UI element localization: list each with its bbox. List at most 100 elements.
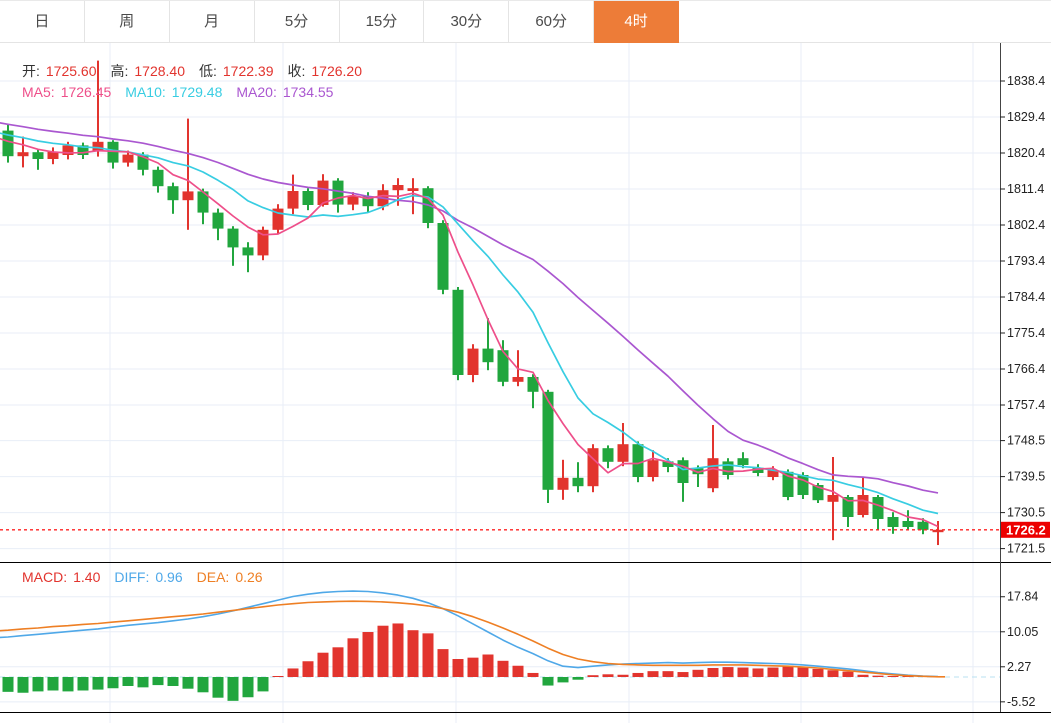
macd-bar — [347, 638, 359, 677]
macd-bar — [182, 677, 194, 689]
macd-bar — [107, 677, 119, 689]
macd-bar — [632, 672, 644, 677]
tab-timeframe-4[interactable]: 15分 — [339, 1, 425, 43]
ma10-label: MA10: — [125, 84, 166, 100]
macd-bar — [2, 677, 14, 692]
candle-body — [287, 191, 299, 209]
open-label: 开: — [22, 63, 40, 79]
price-tick-label: 1721.5 — [1007, 542, 1045, 556]
candle-body — [872, 497, 884, 519]
price-tick-label: 1766.4 — [1007, 362, 1045, 376]
candle-body — [782, 471, 794, 497]
candle-body — [632, 444, 644, 477]
macd-bar — [332, 647, 344, 677]
candle-body — [137, 154, 149, 170]
macd-bar — [17, 677, 29, 693]
macd-bar — [827, 670, 839, 677]
candle-body — [452, 289, 464, 375]
macd-bar — [812, 668, 824, 677]
macd-bar — [362, 632, 374, 677]
candle-body — [887, 517, 899, 527]
candle-body — [797, 475, 809, 495]
macd-bar — [62, 677, 74, 692]
candle-body — [722, 461, 734, 475]
macd-bar — [542, 677, 554, 686]
close-value: 1726.20 — [311, 63, 362, 79]
ma-indicator-row: MA5: 1726.45 MA10: 1729.48 MA20: 1734.55 — [22, 84, 333, 100]
ma5-line — [0, 137, 939, 528]
candle-body — [407, 188, 419, 191]
candle-body — [617, 444, 629, 462]
dea-line — [0, 600, 945, 678]
ma20-value: 1734.55 — [282, 84, 334, 100]
macd-bar — [302, 661, 314, 677]
macd-bar — [857, 674, 869, 677]
tab-timeframe-7[interactable]: 4时 — [594, 1, 679, 43]
macd-bar — [167, 677, 179, 686]
price-tick-label: 1820.4 — [1007, 146, 1045, 160]
candle-body — [902, 521, 914, 527]
price-tick-label: 1748.5 — [1007, 434, 1045, 448]
candle-body — [242, 247, 254, 256]
high-label: 高: — [110, 63, 129, 79]
candle-body — [467, 348, 479, 375]
candle-body — [512, 377, 524, 382]
tab-timeframe-6[interactable]: 60分 — [509, 1, 595, 43]
ma10-value: 1729.48 — [171, 84, 223, 100]
last-price-tag-text: 1726.2 — [1006, 522, 1046, 537]
price-tick-label: 1784.4 — [1007, 290, 1045, 304]
macd-bar — [122, 677, 134, 686]
candle-body — [257, 229, 269, 256]
macd-value: 1.40 — [73, 569, 101, 585]
macd-bar — [737, 667, 749, 677]
ma20-label: MA20: — [236, 84, 277, 100]
price-tick-label: 1730.5 — [1007, 506, 1045, 520]
tab-timeframe-2[interactable]: 月 — [169, 1, 255, 43]
candle-body — [917, 521, 929, 530]
candle-body — [167, 186, 179, 201]
dea-value: 0.26 — [235, 569, 263, 585]
candle-body — [272, 208, 284, 230]
macd-bar — [557, 677, 569, 683]
macd-bar — [527, 672, 539, 677]
candle-body — [362, 196, 374, 207]
candle-body — [347, 196, 359, 205]
macd-bar — [227, 677, 239, 701]
macd-bar — [32, 677, 44, 692]
macd-tick-label: 17.84 — [1007, 590, 1038, 604]
candle-body — [437, 223, 449, 290]
candle-body — [812, 485, 824, 501]
macd-bar — [92, 677, 104, 690]
candle-body — [482, 348, 494, 363]
candle-body — [17, 152, 29, 157]
price-tick-label: 1802.4 — [1007, 218, 1045, 232]
macd-bar — [842, 671, 854, 677]
tab-timeframe-3[interactable]: 5分 — [254, 1, 340, 43]
macd-tick-label: -5.52 — [1007, 695, 1036, 709]
macd-bar — [452, 659, 464, 677]
candle-body — [647, 460, 659, 477]
macd-bar — [422, 633, 434, 677]
timeframe-tabbar: 日周月 5分 15分 30分 60分 4时 — [0, 0, 1051, 43]
ma5-value: 1726.45 — [60, 84, 112, 100]
tab-timeframe-1[interactable]: 周 — [84, 1, 170, 43]
candle-body — [842, 497, 854, 517]
candle-body — [32, 152, 44, 159]
candle-body — [542, 391, 554, 490]
low-label: 低: — [199, 63, 217, 79]
last-price-tag — [1001, 521, 1050, 538]
tab-timeframe-5[interactable]: 30分 — [424, 1, 510, 43]
candle-body — [527, 377, 539, 392]
candle-body — [47, 151, 59, 159]
candle-body — [692, 468, 704, 475]
macd-bar — [752, 668, 764, 677]
candle-body — [677, 460, 689, 483]
macd-tick-label: 10.05 — [1007, 625, 1038, 639]
low-value: 1722.39 — [222, 63, 274, 79]
price-tick-label: 1757.4 — [1007, 398, 1045, 412]
candle-body — [737, 458, 749, 465]
price-tick-label: 1739.5 — [1007, 470, 1045, 484]
macd-bar — [512, 665, 524, 677]
tab-timeframe-0[interactable]: 日 — [0, 1, 85, 43]
macd-bar — [647, 671, 659, 677]
